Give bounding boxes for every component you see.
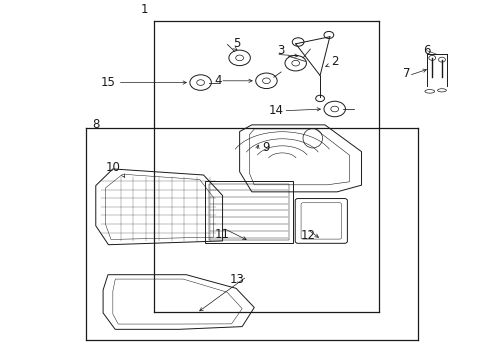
Bar	[209, 184, 289, 240]
Text: 14: 14	[268, 104, 283, 117]
Text: 11: 11	[215, 228, 229, 240]
Text: 5: 5	[233, 37, 241, 50]
Text: 9: 9	[262, 141, 270, 154]
Text: 7: 7	[402, 67, 409, 80]
Text: 6: 6	[423, 44, 430, 57]
Text: 2: 2	[330, 55, 338, 68]
Text: 3: 3	[277, 44, 284, 57]
Text: 15: 15	[101, 76, 115, 89]
Text: 1: 1	[141, 3, 148, 15]
Text: 12: 12	[300, 229, 315, 242]
Text: 8: 8	[92, 118, 99, 131]
Text: 10: 10	[105, 161, 120, 174]
Text: 4: 4	[213, 74, 221, 87]
Text: 13: 13	[229, 274, 244, 287]
Bar	[205, 181, 293, 243]
